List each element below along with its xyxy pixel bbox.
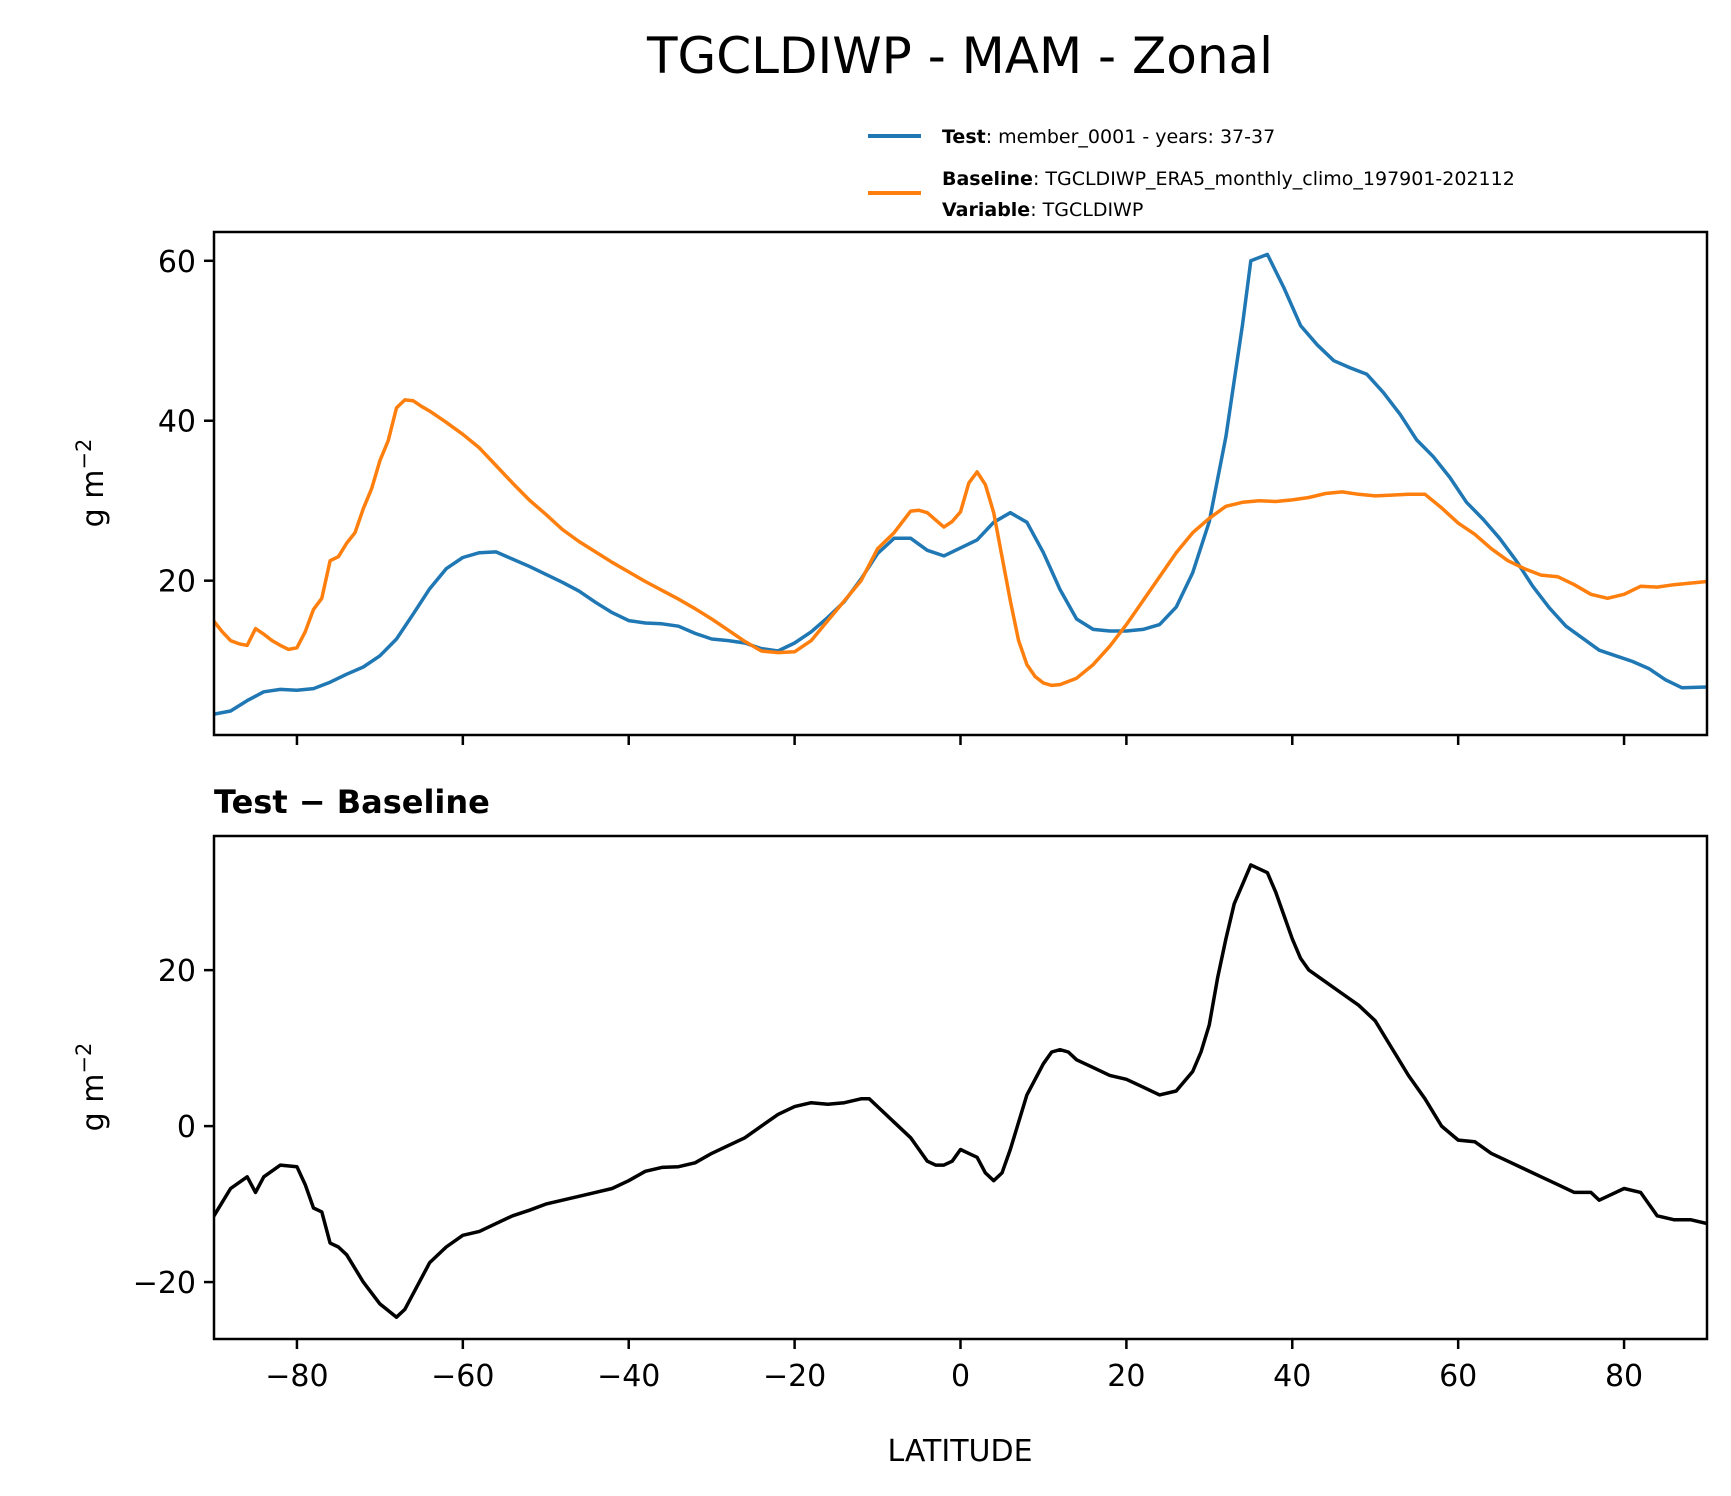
bottom-panel: Test − Baseline −20 0 20 −80 −60 −40 −20 0 20 40… [72,783,1709,1469]
bottom-y-tick-label: 0 [177,1110,196,1145]
bottom-axes-frame [212,834,1709,1341]
top-panel: 20 40 60 g m−2 [72,230,1709,745]
bottom-y-tick-label: −20 [133,1266,196,1301]
figure-title: TGCLDIWP - MAM - Zonal [646,27,1273,85]
legend-entry-variable: Variable: TGCLDIWP [942,199,1143,221]
bottom-y-ticks: −20 0 20 [133,954,214,1301]
top-y-tick-label: 40 [158,405,196,440]
bottom-x-tick-label: −40 [597,1359,660,1394]
bottom-x-tick-label: 60 [1439,1359,1477,1394]
x-axis-label: LATITUDE [887,1434,1032,1469]
top-series-line-test [214,252,1707,716]
top-x-ticks [295,735,1626,745]
legend-baseline-bold: Baseline [942,168,1033,190]
top-y-axis-label: g m−2 [72,439,111,528]
legend-variable-bold: Variable [942,199,1030,221]
bottom-x-ticks: −80 −60 −40 −20 0 20 40 60 80 [265,1339,1643,1394]
legend-test-text: : member_0001 - years: 37-37 [986,126,1275,148]
bottom-series-group [214,863,1707,1319]
bottom-x-tick-label: 40 [1273,1359,1311,1394]
legend-baseline-text: : TGCLDIWP_ERA5_monthly_climo_197901-202… [1033,168,1515,190]
bottom-x-tick-label: −80 [265,1359,328,1394]
bottom-panel-title: Test − Baseline [214,783,490,821]
legend-entry-test: Test: member_0001 - years: 37-37 [942,126,1275,148]
top-series-line-baseline [214,398,1707,688]
top-y-tick-label: 20 [158,565,196,600]
bottom-x-tick-label: 80 [1605,1359,1643,1394]
bottom-y-tick-label: 20 [158,954,196,989]
top-y-axis-label-exponent: −2 [72,439,96,470]
bottom-y-axis-label: g m−2 [72,1043,111,1132]
top-y-tick-label: 60 [158,245,196,280]
bottom-series-line-test-baseline [214,863,1707,1319]
top-axes-frame [212,230,1709,737]
bottom-x-tick-label: −20 [763,1359,826,1394]
legend-variable-text: : TGCLDIWP [1030,199,1143,221]
bottom-x-tick-label: 0 [951,1359,970,1394]
legend-entry-baseline: Baseline: TGCLDIWP_ERA5_monthly_climo_19… [942,168,1515,190]
legend-test-bold: Test [942,126,986,148]
top-y-ticks: 20 40 60 [158,245,214,600]
bottom-y-axis-label-text: g m [76,1074,111,1132]
bottom-x-tick-label: −60 [431,1359,494,1394]
legend: Test: member_0001 - years: 37-37 Baselin… [868,126,1515,221]
top-y-axis-label-text: g m [76,470,111,528]
bottom-x-tick-label: 20 [1107,1359,1145,1394]
bottom-y-axis-label-exponent: −2 [72,1043,96,1074]
top-series-group [214,252,1707,716]
